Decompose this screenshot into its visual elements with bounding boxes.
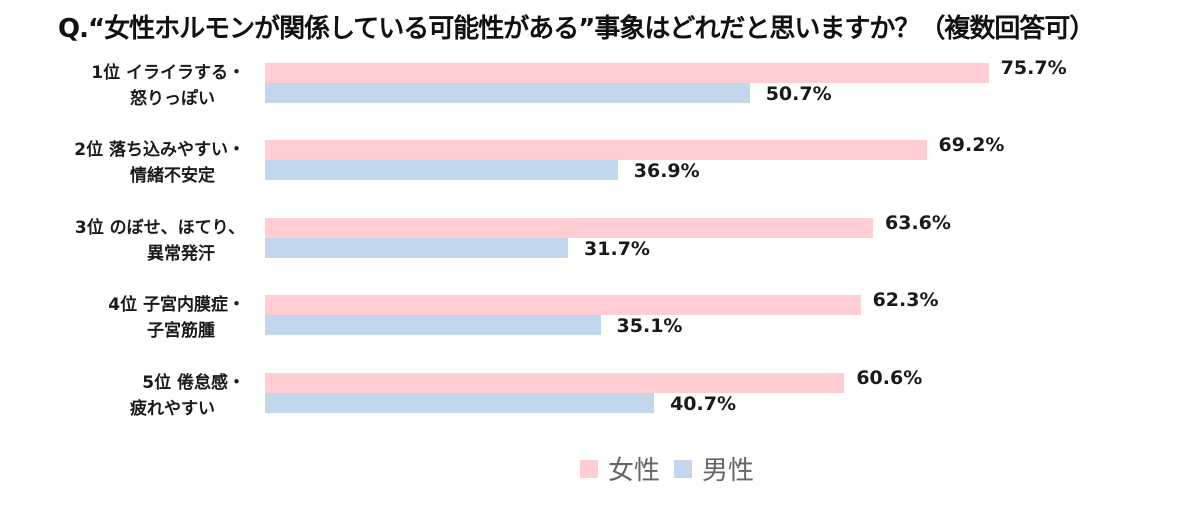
legend-label-male: 男性 <box>702 456 755 486</box>
category-label-line2: 子宮筋腫 <box>147 321 215 341</box>
bar-male <box>265 315 601 335</box>
legend-label-female: 女性 <box>608 456 661 486</box>
category-label-line1: 4位 子宮内膜症・ <box>108 295 245 315</box>
category-label: 4位 子宮内膜症・子宮筋腫 <box>5 292 245 344</box>
bar-male <box>265 83 750 103</box>
chart-legend: 女性 男性 <box>580 450 768 487</box>
legend-item-female: 女性 <box>580 450 660 487</box>
chart-row: 1位 イライラする・怒りっぽい 75.7% 50.7% <box>0 57 1200 123</box>
bar-female <box>265 373 845 393</box>
category-label-line1: 3位 のぼせ、ほてり、 <box>74 218 245 238</box>
chart-row: 5位 倦怠感・疲れやすい 60.6% 40.7% <box>0 367 1200 433</box>
category-label-line1: 1位 イライラする・ <box>91 63 245 83</box>
chart-row: 3位 のぼせ、ほてり、異常発汗 63.6% 31.7% <box>0 212 1200 278</box>
bar-male <box>265 238 569 258</box>
chart-title: Q.“女性ホルモンが関係している可能性がある”事象はどれだと思いますか？（複数回… <box>58 14 1095 44</box>
category-label-line2: 疲れやすい <box>130 399 215 419</box>
value-label-male: 35.1% <box>616 315 683 337</box>
value-label-female: 69.2% <box>938 134 1005 156</box>
value-label-male: 50.7% <box>765 83 832 105</box>
bar-female <box>265 140 927 160</box>
category-label: 2位 落ち込みやすい・情緒不安定 <box>5 137 245 189</box>
category-label-line2: 情緒不安定 <box>130 166 215 186</box>
category-label-line2: 怒りっぽい <box>130 89 215 109</box>
category-label: 1位 イライラする・怒りっぽい <box>5 60 245 112</box>
value-label-male: 31.7% <box>584 238 650 260</box>
value-label-female: 63.6% <box>885 212 951 234</box>
chart-row: 4位 子宮内膜症・子宮筋腫 62.3% 35.1% <box>0 289 1200 355</box>
legend-item-male: 男性 <box>674 450 754 487</box>
category-label-line2: 異常発汗 <box>147 244 215 264</box>
chart-row: 2位 落ち込みやすい・情緒不安定 69.2% 36.9% <box>0 134 1200 200</box>
bar-female <box>265 218 874 238</box>
legend-swatch-male-icon <box>674 459 693 478</box>
bar-female <box>265 295 861 315</box>
bar-female <box>265 63 989 83</box>
bar-male <box>265 160 618 180</box>
legend-swatch-female-icon <box>580 459 598 478</box>
bar-male <box>265 393 655 413</box>
value-label-female: 60.6% <box>856 367 923 389</box>
category-label: 3位 のぼせ、ほてり、異常発汗 <box>5 215 245 267</box>
value-label-female: 75.7% <box>1000 57 1067 79</box>
category-label: 5位 倦怠感・疲れやすい <box>5 370 245 422</box>
value-label-male: 36.9% <box>633 160 700 182</box>
category-label-line1: 5位 倦怠感・ <box>142 373 245 393</box>
category-label-line1: 2位 落ち込みやすい・ <box>74 140 245 160</box>
value-label-female: 62.3% <box>872 289 939 311</box>
value-label-male: 40.7% <box>670 393 736 415</box>
